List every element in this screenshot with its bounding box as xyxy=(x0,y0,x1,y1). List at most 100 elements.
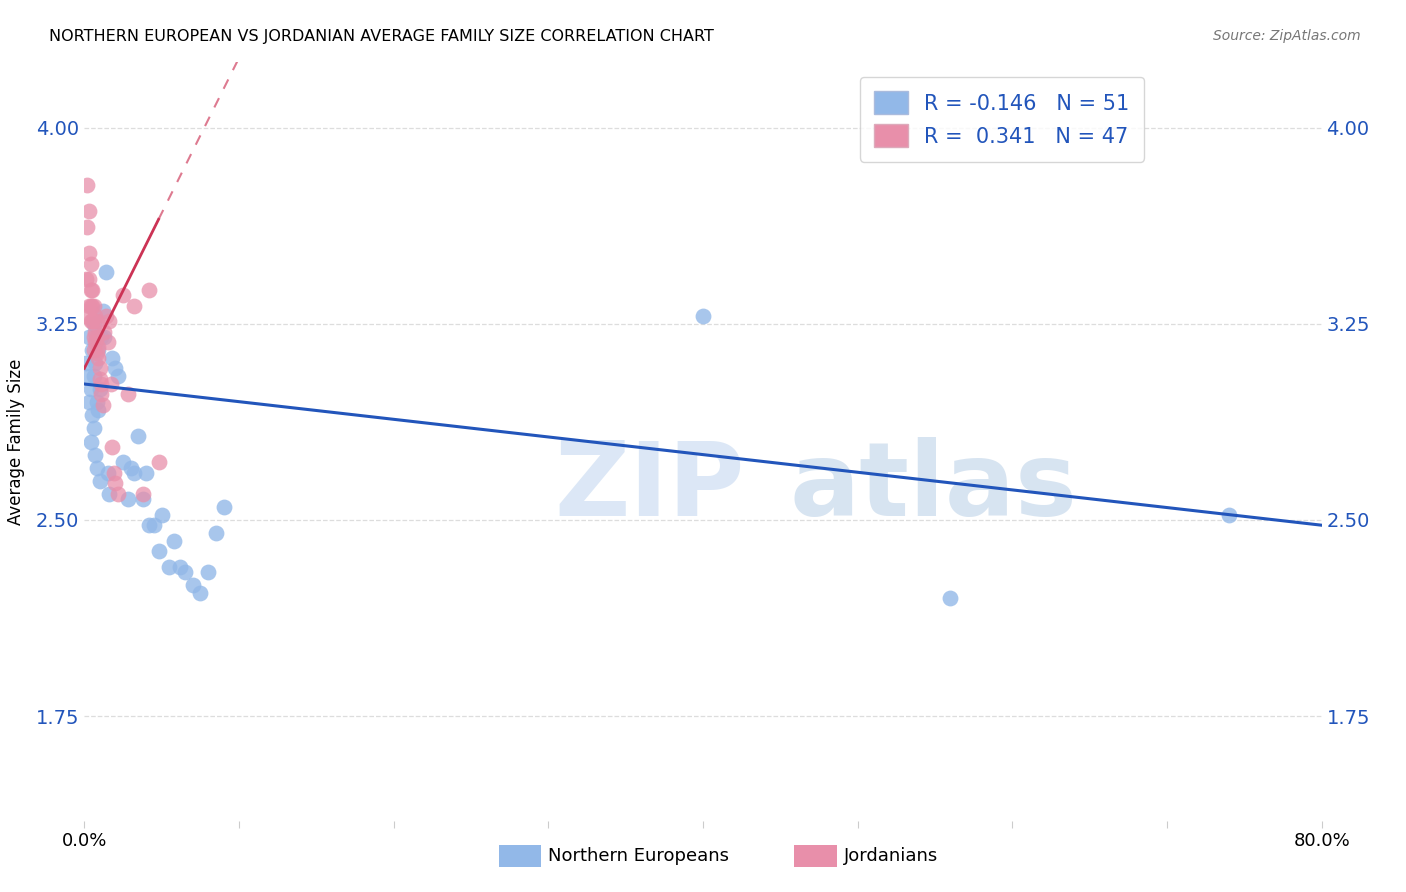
Point xyxy=(83,421,105,435)
Point xyxy=(135,466,157,480)
Point xyxy=(101,351,124,365)
Point xyxy=(101,440,124,454)
Point xyxy=(100,377,122,392)
Point xyxy=(89,361,111,376)
Point xyxy=(148,455,170,469)
Point xyxy=(77,204,100,219)
Point xyxy=(89,382,111,396)
Text: Northern Europeans: Northern Europeans xyxy=(548,847,730,865)
Point xyxy=(79,299,101,313)
Point xyxy=(93,325,115,339)
Point xyxy=(132,487,155,501)
Point xyxy=(83,317,105,331)
Point xyxy=(82,409,104,423)
Point xyxy=(75,356,97,370)
Point xyxy=(169,560,191,574)
Point xyxy=(163,533,186,548)
Point xyxy=(692,309,714,323)
Point xyxy=(84,356,107,370)
Point xyxy=(104,361,127,376)
Point xyxy=(1218,508,1240,522)
Point xyxy=(87,403,110,417)
Point xyxy=(138,518,160,533)
Point xyxy=(91,303,114,318)
Point xyxy=(84,325,107,339)
Text: NORTHERN EUROPEAN VS JORDANIAN AVERAGE FAMILY SIZE CORRELATION CHART: NORTHERN EUROPEAN VS JORDANIAN AVERAGE F… xyxy=(49,29,714,44)
Point xyxy=(77,330,100,344)
Point xyxy=(83,343,105,357)
Point xyxy=(104,476,127,491)
Point xyxy=(76,369,98,384)
Point xyxy=(98,314,121,328)
Point xyxy=(82,299,104,313)
Text: Source: ZipAtlas.com: Source: ZipAtlas.com xyxy=(1213,29,1361,43)
Point xyxy=(84,335,107,350)
Point xyxy=(87,351,110,365)
Point xyxy=(87,340,110,354)
Point xyxy=(76,178,98,193)
Point xyxy=(90,330,112,344)
Y-axis label: Average Family Size: Average Family Size xyxy=(7,359,25,524)
Point xyxy=(117,387,139,401)
Point xyxy=(86,345,108,359)
Point xyxy=(84,309,107,323)
Point xyxy=(77,299,100,313)
Point xyxy=(79,314,101,328)
Point xyxy=(197,566,219,580)
Point xyxy=(86,460,108,475)
Point xyxy=(82,283,104,297)
Point xyxy=(148,544,170,558)
Point xyxy=(188,586,211,600)
Point xyxy=(83,299,105,313)
Point xyxy=(79,434,101,449)
Point xyxy=(94,309,117,323)
Point xyxy=(83,314,105,328)
Point xyxy=(77,395,100,409)
Point xyxy=(94,264,117,278)
Point xyxy=(79,382,101,396)
Point xyxy=(82,343,104,357)
Point xyxy=(83,330,105,344)
Point xyxy=(77,272,100,286)
Point xyxy=(82,314,104,328)
Point xyxy=(112,288,135,302)
Point xyxy=(122,466,145,480)
Text: ZIP: ZIP xyxy=(554,436,745,538)
Legend: R = -0.146   N = 51, R =  0.341   N = 47: R = -0.146 N = 51, R = 0.341 N = 47 xyxy=(860,77,1144,161)
Point xyxy=(86,330,108,344)
Point xyxy=(112,455,135,469)
Point xyxy=(79,283,101,297)
Point xyxy=(96,466,118,480)
Point xyxy=(79,257,101,271)
Point xyxy=(127,429,149,443)
Text: atlas: atlas xyxy=(790,436,1077,538)
Point xyxy=(86,314,108,328)
Point xyxy=(132,491,155,506)
Point xyxy=(93,330,115,344)
Point xyxy=(75,272,97,286)
Point xyxy=(143,518,166,533)
Point xyxy=(96,335,118,350)
Point xyxy=(120,460,142,475)
Point xyxy=(77,246,100,260)
Point xyxy=(83,369,105,384)
Point xyxy=(939,591,962,606)
Point xyxy=(122,299,145,313)
Point xyxy=(150,508,173,522)
Text: Jordanians: Jordanians xyxy=(844,847,938,865)
Point xyxy=(90,377,112,392)
Point xyxy=(90,387,112,401)
Point xyxy=(84,448,107,462)
Point xyxy=(107,487,129,501)
Point xyxy=(159,560,180,574)
Point xyxy=(89,372,111,386)
Point xyxy=(107,369,129,384)
Point xyxy=(205,526,228,541)
Point xyxy=(98,487,121,501)
Point xyxy=(89,474,111,488)
Point xyxy=(174,566,197,580)
Point xyxy=(76,220,98,235)
Point xyxy=(75,309,97,323)
Point xyxy=(91,398,114,412)
Point xyxy=(103,466,125,480)
